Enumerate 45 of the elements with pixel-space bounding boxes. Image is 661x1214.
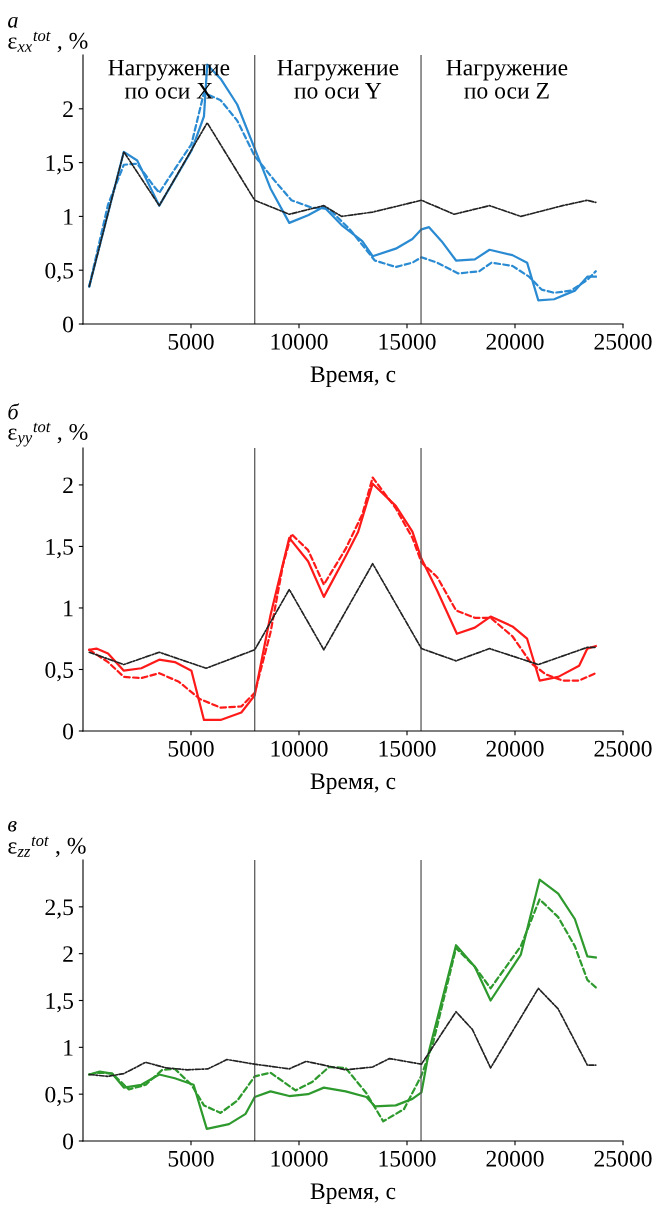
x-tick-label: 15000 [379,333,436,350]
y-tick-label: 0,5 [45,262,74,283]
x-tick-label: 15000 [379,1150,436,1167]
line-series [88,121,597,288]
y-tick-label: 2,5 [45,899,74,919]
y-tick-label: 1,5 [46,539,74,559]
x-tick-label: 10000 [271,740,328,757]
y-tick-label: 0,5 [45,661,74,682]
y-tick-label: 1 [64,1039,73,1056]
x-axis-title: Время, с [310,366,396,387]
x-tick-label: 10000 [271,1150,328,1167]
line-series [88,562,597,670]
y-axis-title: ε$_{yy}$$^{tot}$ , % [8,422,88,447]
x-tick-label: 20000 [486,1150,544,1167]
y-tick-label: 1,5 [46,993,74,1013]
x-tick-label: 20000 [486,740,544,757]
y-tick-label: 0 [63,316,74,333]
x-axis-title: Время, с [310,1183,396,1204]
x-tick-label: 10000 [271,333,328,350]
x-tick-label: 25000 [594,1150,652,1167]
y-tick-label: 1,5 [46,155,74,175]
chart-title: а [8,16,18,28]
y-tick-label: 2 [63,101,73,117]
x-tick-label: 25000 [594,740,652,757]
y-axis-title: ε$_{zz}$$^{tot}$ , % [8,836,86,858]
x-axis-title: Время, с [310,773,396,794]
line-series [88,987,597,1078]
y-tick-label: 0 [63,1133,74,1150]
y-tick-label: 1 [64,209,73,225]
x-tick-label: 25000 [594,333,652,350]
y-tick-label: 2 [63,946,73,962]
y-axis-title: ε$_{xx}$$^{tot}$ , % [8,31,88,53]
chart-title: в [8,820,17,832]
x-tick-label: 5000 [168,1150,214,1167]
y-tick-label: 2 [63,477,73,494]
annotation: Нагружение по оси Z [446,59,568,99]
y-tick-label: 1 [64,600,73,617]
chart-title: б [8,403,20,420]
x-tick-label: 20000 [486,333,544,350]
annotation: Нагружение по оси Y [277,59,399,99]
x-tick-label: 15000 [379,740,436,757]
y-tick-label: 0,5 [45,1086,74,1106]
x-tick-label: 5000 [168,333,214,350]
x-tick-label: 5000 [168,740,214,757]
y-tick-label: 0 [63,723,74,740]
